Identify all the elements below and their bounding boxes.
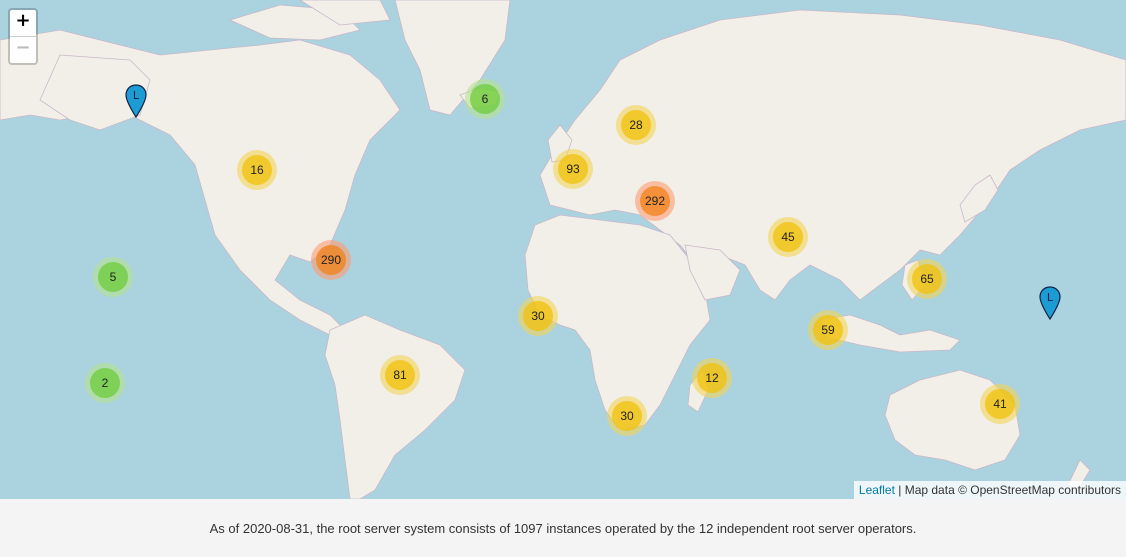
cluster-marker[interactable]: 41 — [980, 384, 1020, 424]
cluster-count: 30 — [612, 401, 642, 431]
cluster-count: 59 — [813, 315, 843, 345]
cluster-count: 65 — [912, 264, 942, 294]
cluster-count: 45 — [773, 222, 803, 252]
zoom-in-button[interactable]: + — [10, 10, 36, 37]
cluster-count: 6 — [470, 84, 500, 114]
zoom-control: + − — [8, 8, 38, 65]
cluster-marker[interactable]: 2 — [85, 363, 125, 403]
osm-text: OpenStreetMap — [970, 483, 1055, 497]
cluster-marker[interactable]: 81 — [380, 355, 420, 395]
pin-label: L — [1047, 291, 1054, 304]
map-pin-icon[interactable]: L — [1039, 286, 1061, 320]
cluster-count: 12 — [697, 363, 727, 393]
cluster-marker[interactable]: 6 — [465, 79, 505, 119]
cluster-count: 81 — [385, 360, 415, 390]
cluster-marker[interactable]: 59 — [808, 310, 848, 350]
cluster-marker[interactable]: 45 — [768, 217, 808, 257]
zoom-out-button[interactable]: − — [15, 37, 31, 58]
attribution-suffix: contributors — [1054, 483, 1121, 497]
attribution-text: | Map data © — [894, 483, 971, 497]
cluster-marker[interactable]: 290 — [311, 240, 351, 280]
map-pin-icon[interactable]: L — [125, 84, 147, 118]
cluster-marker[interactable]: 30 — [607, 396, 647, 436]
cluster-marker[interactable]: 5 — [93, 257, 133, 297]
world-map[interactable]: + − 6 28 16 93 292 45 290 5 65 30 59 2 8… — [0, 0, 1126, 499]
leaflet-link[interactable]: Leaflet — [858, 483, 895, 497]
cluster-count: 290 — [316, 245, 346, 275]
cluster-count: 5 — [98, 262, 128, 292]
cluster-count: 16 — [242, 155, 272, 185]
cluster-count: 41 — [985, 389, 1015, 419]
cluster-marker[interactable]: 93 — [553, 149, 593, 189]
cluster-marker[interactable]: 28 — [616, 105, 656, 145]
summary-caption: As of 2020-08-31, the root server system… — [209, 520, 917, 536]
cluster-count: 292 — [640, 186, 670, 216]
cluster-marker[interactable]: 65 — [907, 259, 947, 299]
cluster-marker[interactable]: 12 — [692, 358, 732, 398]
land-masses — [0, 0, 1126, 499]
map-attribution: Leaflet | Map data © OpenStreetMap contr… — [853, 481, 1126, 499]
cluster-marker[interactable]: 30 — [518, 296, 558, 336]
cluster-count: 2 — [90, 368, 120, 398]
cluster-count: 93 — [558, 154, 588, 184]
cluster-count: 30 — [523, 301, 553, 331]
cluster-marker[interactable]: 292 — [635, 181, 675, 221]
pin-label: L — [133, 89, 140, 102]
cluster-marker[interactable]: 16 — [237, 150, 277, 190]
cluster-count: 28 — [621, 110, 651, 140]
